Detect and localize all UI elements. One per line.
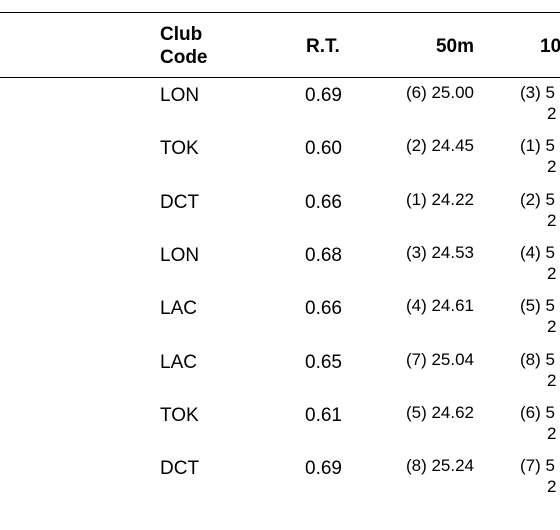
header-reaction-time: R.T. [306,36,340,57]
reaction-time-cell: 0.69 [305,85,342,106]
split-50m-cell: (3) 24.53 [405,242,474,262]
club-code-cell: LAC [160,351,197,373]
reaction-time-cell: 0.66 [305,298,342,320]
cumulative-100m-cell: 2 [547,210,557,230]
split-100m-cell: (7) 5 [520,456,555,476]
header-100m: 10 [540,36,560,57]
split-100m-cell: (6) 5 [520,402,555,422]
reaction-time-cell: 0.66 [305,191,342,213]
split-50m-cell: (2) 24.45 [405,136,474,156]
club-code-cell: LAC [160,298,197,320]
split-50m-cell: (7) 25.04 [405,349,474,369]
split-50m-cell: (1) 24.22 [405,189,474,209]
split-100m-cell: (8) 5 [520,349,555,369]
split-50m-cell: (8) 25.24 [405,456,474,476]
club-code-cell: DCT [160,458,200,480]
table-top-rule [0,12,560,13]
split-100m-cell: (5) 5 [520,296,555,316]
reaction-time-cell: 0.69 [305,458,342,480]
reaction-time-cell: 0.61 [305,404,342,426]
split-50m-cell: (5) 24.62 [405,402,474,422]
split-100m-cell: (1) 5 [520,136,555,156]
reaction-time-cell: 0.60 [305,138,342,160]
split-50m-cell: (6) 25.00 [405,83,474,102]
reaction-time-cell: 0.68 [305,244,342,266]
split-50m-cell: (4) 24.61 [405,296,474,316]
club-code-cell: LON [160,85,200,106]
cumulative-100m-cell: 2 [547,157,557,177]
split-100m-cell: (2) 5 [520,189,555,209]
split-100m-cell: (3) 5 [520,83,555,102]
club-code-cell: LON [160,244,200,266]
header-bottom-rule [0,77,560,78]
cumulative-100m-cell: 2 [547,423,557,443]
club-code-cell: TOK [160,138,199,160]
club-code-cell: TOK [160,404,199,426]
cumulative-100m-cell: 2 [547,477,557,497]
cumulative-100m-cell: 2 [547,370,557,390]
cumulative-100m-cell: 2 [547,263,557,283]
split-100m-cell: (4) 5 [520,242,555,262]
header-50m: 50m [435,36,474,57]
reaction-time-cell: 0.65 [305,351,342,373]
table-row: LON 0.69 (6) 25.00 (3) 5 2 [0,80,560,133]
club-code-cell: DCT [160,191,200,213]
header-club-code: Club Code [160,24,208,68]
cumulative-100m-cell: 2 [547,317,557,337]
cumulative-100m-cell: 2 [547,104,557,123]
